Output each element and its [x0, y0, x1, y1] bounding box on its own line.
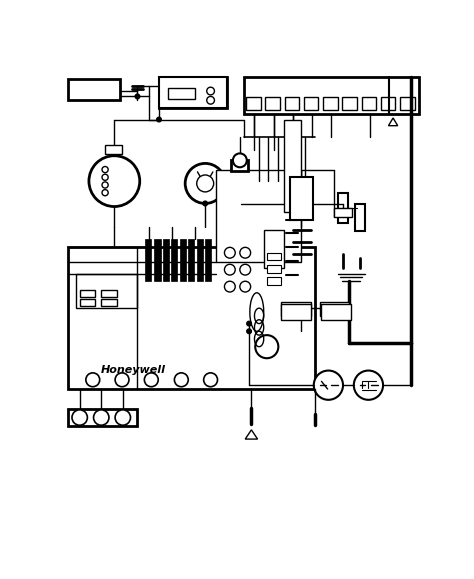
Circle shape: [86, 373, 100, 387]
Bar: [323, 97, 337, 109]
Bar: [320, 302, 349, 316]
Bar: [381, 97, 395, 109]
Circle shape: [102, 189, 108, 196]
Circle shape: [115, 373, 129, 387]
Circle shape: [314, 371, 343, 400]
Circle shape: [240, 264, 251, 275]
Circle shape: [135, 94, 140, 99]
Circle shape: [354, 371, 383, 400]
Bar: [281, 305, 311, 320]
Circle shape: [225, 281, 235, 292]
Bar: [267, 265, 281, 273]
Bar: [159, 77, 227, 108]
Bar: [205, 239, 211, 281]
Bar: [171, 239, 177, 281]
Circle shape: [204, 373, 218, 387]
Bar: [168, 88, 195, 99]
Circle shape: [102, 167, 108, 173]
Circle shape: [247, 321, 251, 326]
Circle shape: [207, 87, 214, 95]
Bar: [197, 239, 203, 281]
Bar: [265, 97, 280, 109]
Circle shape: [89, 156, 140, 207]
Circle shape: [93, 410, 109, 425]
Bar: [356, 204, 365, 231]
Bar: [155, 239, 161, 281]
Bar: [145, 239, 151, 281]
Bar: [334, 208, 352, 217]
Bar: [267, 253, 281, 261]
Bar: [80, 299, 95, 306]
Bar: [231, 160, 248, 171]
Bar: [68, 247, 315, 389]
Bar: [216, 170, 301, 262]
Circle shape: [185, 163, 225, 203]
Bar: [342, 97, 357, 109]
Bar: [400, 97, 415, 109]
Bar: [304, 97, 319, 109]
Circle shape: [72, 410, 87, 425]
Bar: [163, 239, 169, 281]
Bar: [68, 409, 137, 426]
Circle shape: [145, 373, 158, 387]
Circle shape: [115, 410, 130, 425]
Circle shape: [240, 281, 251, 292]
Circle shape: [157, 117, 161, 122]
Circle shape: [225, 247, 235, 258]
Bar: [159, 77, 227, 108]
Circle shape: [225, 264, 235, 275]
Bar: [290, 177, 313, 219]
Circle shape: [255, 335, 278, 358]
Bar: [264, 230, 284, 268]
Text: Honeywell: Honeywell: [100, 365, 165, 375]
Bar: [267, 277, 281, 285]
Circle shape: [197, 175, 214, 192]
Circle shape: [203, 201, 208, 206]
Bar: [180, 239, 186, 281]
Bar: [188, 239, 194, 281]
Circle shape: [233, 153, 247, 167]
Bar: [362, 97, 376, 109]
Circle shape: [240, 247, 251, 258]
Bar: [282, 302, 310, 316]
Circle shape: [102, 174, 108, 181]
Bar: [284, 119, 301, 212]
Bar: [101, 290, 117, 296]
Circle shape: [102, 182, 108, 188]
Bar: [76, 273, 137, 308]
Circle shape: [207, 97, 214, 104]
Bar: [321, 305, 352, 320]
Bar: [101, 299, 117, 306]
Bar: [284, 97, 299, 109]
Bar: [68, 79, 120, 100]
Bar: [246, 97, 261, 109]
Bar: [80, 290, 95, 296]
Circle shape: [247, 329, 251, 334]
Bar: [244, 77, 419, 114]
Bar: [105, 145, 122, 154]
Bar: [337, 193, 348, 223]
Circle shape: [174, 373, 188, 387]
